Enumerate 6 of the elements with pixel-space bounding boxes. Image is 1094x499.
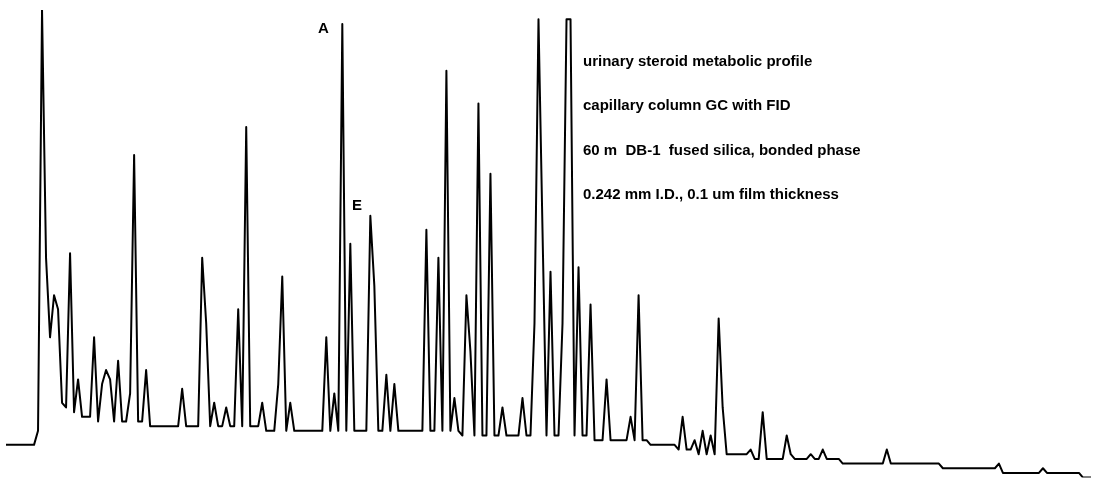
annotation: E [352,196,363,213]
annotation: A [318,19,329,36]
annotation: urinary steroid metabolic profile [583,52,813,69]
annotation: 60 m DB-1 fused silica, bonded phase [583,141,861,158]
annotation: 0.242 mm I.D., 0.1 um film thickness [583,185,839,202]
annotation: capillary column GC with FID [583,96,791,113]
